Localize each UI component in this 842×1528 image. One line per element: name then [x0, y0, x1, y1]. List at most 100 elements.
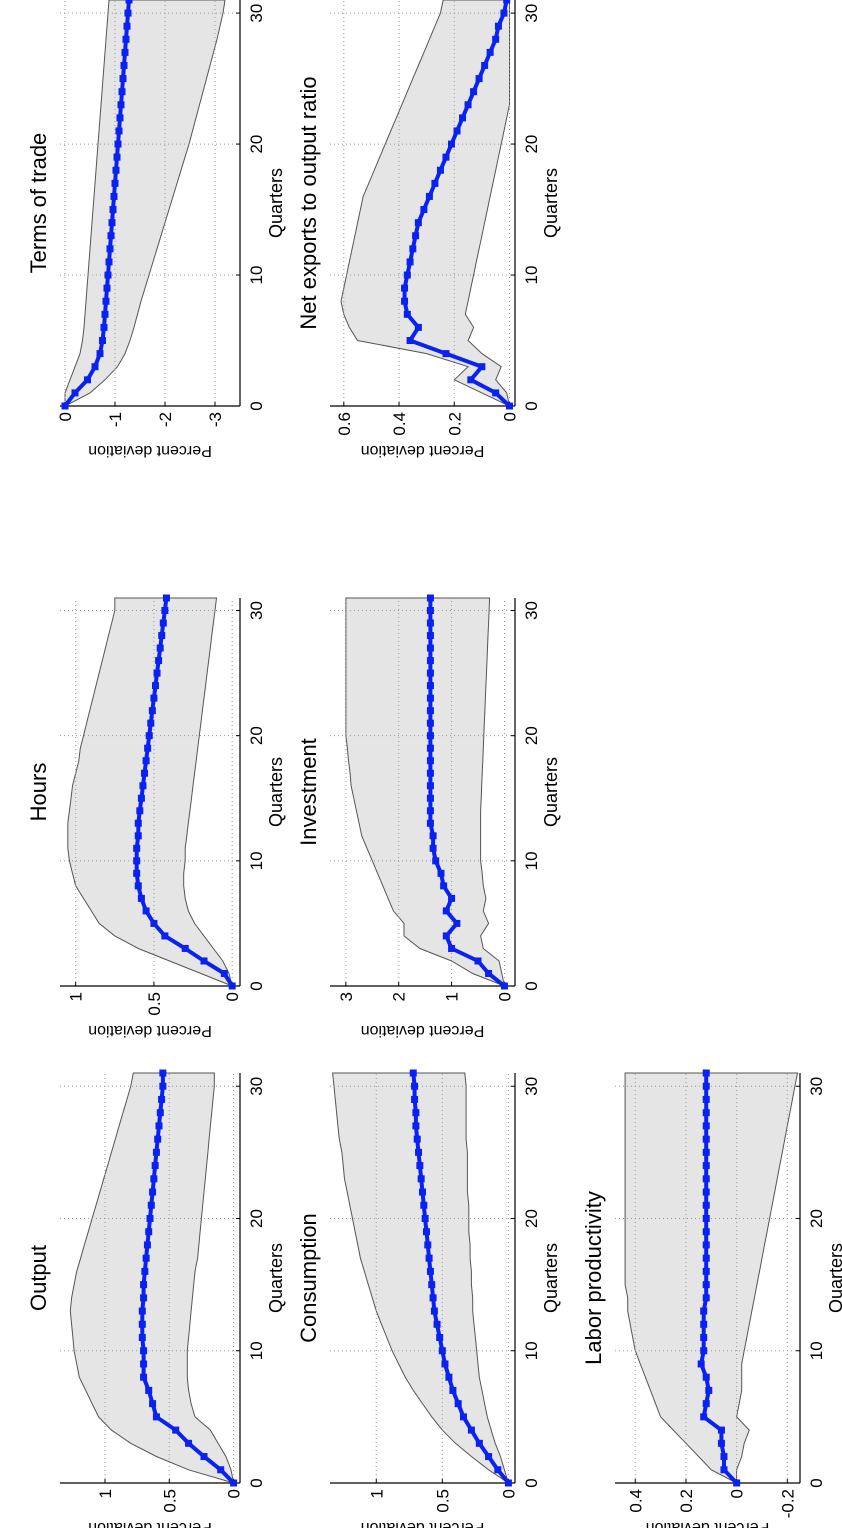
median-point: [109, 206, 117, 214]
y-axis-label: Percent deviation: [361, 442, 485, 459]
median-point: [71, 389, 79, 397]
median-point: [104, 271, 112, 279]
median-point: [125, 0, 133, 4]
panel-title: Net exports to output ratio: [296, 76, 321, 329]
median-point: [467, 376, 475, 384]
median-point: [702, 1267, 710, 1275]
median-point: [503, 0, 511, 4]
median-point: [200, 1453, 208, 1461]
median-point: [420, 1201, 428, 1209]
x-tick-label: 30: [247, 4, 266, 23]
y-tick-label: 0: [499, 1489, 518, 1498]
y-tick-label: 1: [67, 992, 86, 1001]
median-point: [161, 607, 169, 615]
median-point: [137, 894, 145, 902]
median-point: [84, 376, 91, 384]
median-point: [406, 258, 414, 266]
median-point: [162, 594, 170, 602]
median-point: [442, 932, 450, 940]
median-point: [101, 310, 109, 318]
y-tick-label: 0: [495, 992, 514, 1001]
median-point: [700, 1413, 708, 1421]
y-tick-label: 0.2: [677, 1489, 696, 1513]
x-tick-label: 30: [807, 1077, 826, 1096]
median-point: [702, 1122, 710, 1130]
median-point: [700, 1347, 708, 1355]
confidence-band: [64, 0, 226, 407]
median-point: [485, 969, 493, 977]
median-point: [453, 127, 461, 135]
median-point: [504, 1479, 512, 1487]
median-point: [494, 1466, 502, 1474]
median-point: [412, 232, 420, 240]
y-tick-label: 2: [390, 992, 409, 1001]
median-point: [403, 310, 411, 318]
x-tick-label: 0: [247, 1478, 266, 1487]
confidence-band: [345, 597, 506, 987]
median-point: [426, 807, 434, 815]
x-tick-label: 20: [522, 1209, 541, 1228]
median-point: [151, 1162, 159, 1170]
median-point: [156, 1109, 164, 1117]
median-point: [99, 337, 106, 345]
median-point: [424, 1241, 432, 1249]
median-point: [417, 1175, 425, 1183]
y-tick-label: -1: [106, 412, 125, 427]
median-point: [459, 1413, 467, 1421]
median-point: [478, 363, 486, 371]
median-point: [702, 1148, 710, 1156]
median-point: [426, 794, 434, 802]
x-tick-label: 30: [247, 601, 266, 620]
x-tick-label: 30: [522, 601, 541, 620]
median-point: [702, 1373, 710, 1381]
y-tick-label: 0.4: [390, 412, 409, 436]
x-axis-label: Quarters: [541, 1243, 561, 1313]
median-point: [121, 48, 129, 56]
median-point: [140, 1360, 148, 1368]
y-tick-label: -0.2: [778, 1489, 797, 1518]
x-tick-label: 10: [522, 851, 541, 870]
panel-title: Investment: [296, 738, 321, 846]
x-axis-label: Quarters: [266, 168, 286, 238]
panel-title: Output: [26, 1245, 51, 1311]
panel-title: Terms of trade: [26, 133, 51, 274]
median-point: [181, 944, 189, 952]
panel-title: Labor productivity: [581, 1191, 606, 1365]
median-point: [138, 1334, 146, 1342]
median-point: [149, 1188, 157, 1196]
x-tick-label: 0: [522, 1478, 541, 1487]
x-tick-label: 10: [247, 1341, 266, 1360]
median-point: [134, 819, 142, 827]
median-point: [115, 127, 123, 135]
median-point: [416, 1162, 424, 1170]
median-point: [702, 1254, 710, 1262]
median-point: [91, 363, 99, 371]
median-point: [470, 88, 478, 96]
median-point: [159, 619, 167, 627]
median-point: [411, 1082, 419, 1090]
y-tick-label: 0.2: [445, 412, 464, 436]
median-point: [426, 819, 434, 827]
x-tick-label: 30: [522, 4, 541, 23]
x-axis-label: Quarters: [266, 757, 286, 827]
y-tick-label: 0.5: [160, 1489, 179, 1513]
median-point: [702, 1175, 710, 1183]
median-point: [122, 35, 130, 43]
y-tick-label: 0: [728, 1489, 747, 1498]
median-point: [406, 337, 414, 345]
median-point: [474, 957, 482, 965]
median-point: [61, 402, 69, 410]
median-point: [140, 1294, 148, 1302]
y-axis-label: Percent deviation: [361, 1519, 485, 1528]
y-tick-label: 0: [56, 412, 75, 421]
median-point: [426, 782, 434, 790]
median-point: [172, 1426, 180, 1434]
median-point: [119, 75, 127, 83]
median-point: [494, 22, 502, 30]
median-point: [220, 969, 228, 977]
median-point: [230, 1479, 238, 1487]
median-point: [200, 957, 208, 965]
x-tick-label: 20: [522, 726, 541, 745]
median-point: [147, 1201, 155, 1209]
